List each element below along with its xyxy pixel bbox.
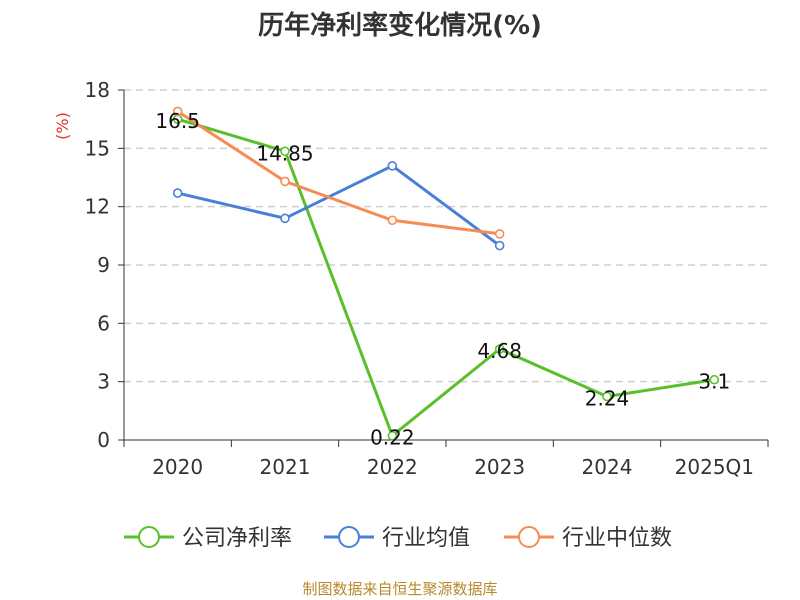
data-label: 14.85 bbox=[256, 141, 313, 165]
legend-label-1: 行业均值 bbox=[382, 526, 470, 551]
data-point bbox=[280, 146, 290, 157]
data-label: 16.5 bbox=[155, 109, 200, 133]
y-tick-label: 18 bbox=[85, 78, 110, 102]
data-point bbox=[494, 240, 505, 251]
data-point bbox=[494, 229, 505, 239]
x-tick-label: 2020 bbox=[152, 455, 203, 479]
data-labels: 16.5 14.85 0.22 4.68 2.24 3.1 bbox=[155, 109, 730, 450]
data-label: 4.68 bbox=[477, 339, 522, 363]
data-point bbox=[172, 188, 183, 198]
series-line-1 bbox=[177, 164, 501, 247]
x-tick-label: 2024 bbox=[582, 455, 633, 479]
legend-marker-0 bbox=[138, 526, 160, 548]
source-note: 制图数据来自恒生聚源数据库 bbox=[302, 580, 497, 598]
y-tick-label: 6 bbox=[97, 311, 110, 335]
x-tick-label: 2025Q1 bbox=[675, 455, 754, 479]
y-tick-label: 15 bbox=[85, 136, 110, 160]
legend-label-0: 公司净利率 bbox=[182, 526, 292, 551]
legend-label-2: 行业中位数 bbox=[562, 526, 672, 551]
series-line-2 bbox=[176, 110, 500, 236]
data-label: 2.24 bbox=[585, 386, 630, 410]
series-layer bbox=[172, 106, 720, 441]
data-label: 0.22 bbox=[370, 426, 415, 450]
data-point bbox=[280, 213, 290, 224]
y-tick-label: 9 bbox=[97, 253, 110, 277]
y-tick-label: 3 bbox=[97, 370, 110, 394]
x-tick-label: 2021 bbox=[260, 455, 311, 479]
series-line-0 bbox=[177, 117, 715, 438]
data-point bbox=[387, 430, 398, 441]
y-axis-unit: (%) bbox=[53, 112, 72, 140]
axes: 0 3 6 9 12 15 18 2020 2021 2022 2023 2024 2025Q1 bbox=[85, 78, 769, 479]
grid-lines bbox=[124, 89, 768, 383]
x-tick-label: 2022 bbox=[367, 455, 418, 479]
legend: 公司净利率 行业均值 行业中位数 bbox=[124, 526, 672, 551]
x-tick-label: 2023 bbox=[474, 455, 525, 479]
y-tick-label: 12 bbox=[85, 195, 110, 219]
data-point bbox=[602, 391, 612, 402]
data-point bbox=[709, 374, 720, 385]
data-label: 3.1 bbox=[698, 370, 730, 394]
chart-title: 历年净利率变化情况(%) bbox=[258, 10, 542, 41]
data-point bbox=[387, 161, 398, 171]
data-point bbox=[387, 215, 398, 226]
data-point bbox=[494, 344, 505, 354]
data-point bbox=[172, 106, 183, 117]
legend-marker-1 bbox=[338, 526, 360, 548]
y-tick-label: 0 bbox=[97, 428, 110, 452]
legend-marker-2 bbox=[518, 526, 540, 548]
data-point bbox=[280, 176, 290, 187]
